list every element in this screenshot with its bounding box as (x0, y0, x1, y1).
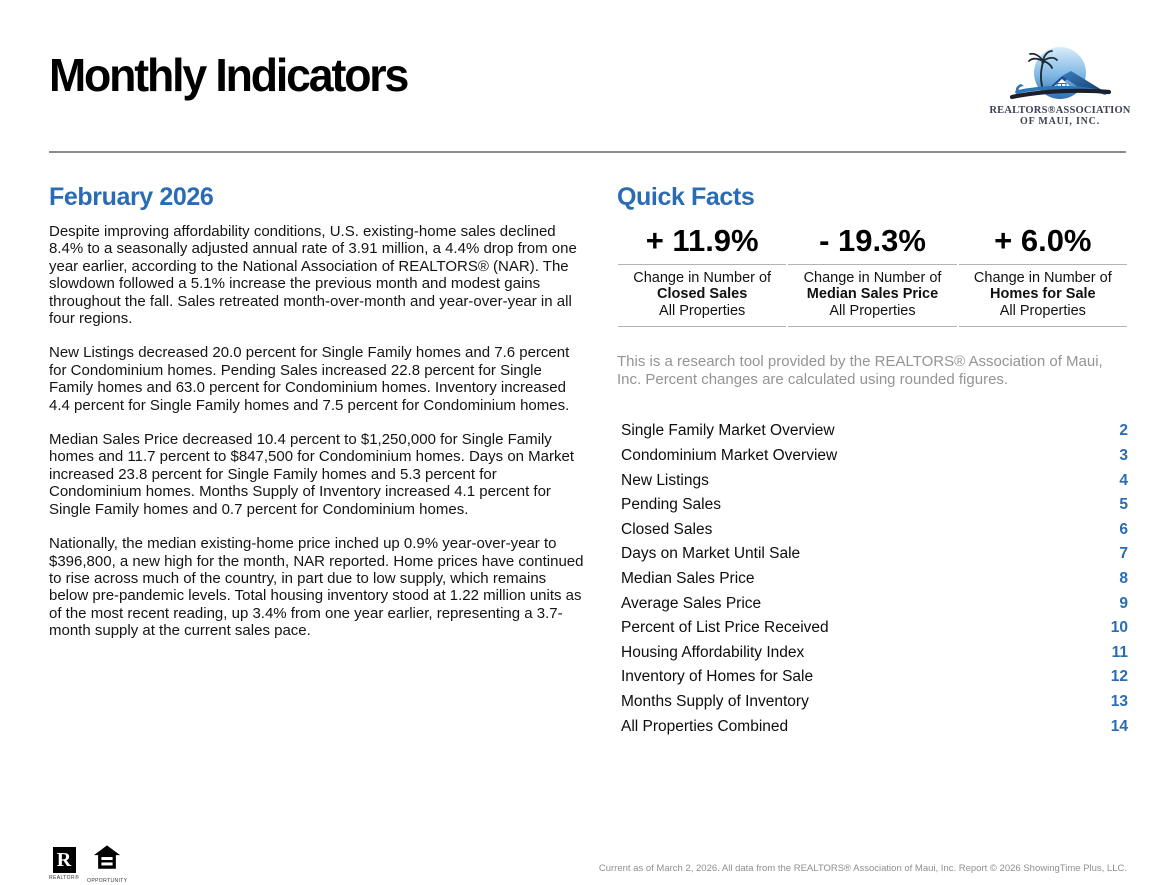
toc-label: Days on Market Until Sale (621, 545, 801, 563)
toc-label: Single Family Market Overview (621, 422, 835, 440)
toc-label: Pending Sales (621, 496, 721, 514)
stat-homes-for-sale: + 6.0% Change in Number of Homes for Sal… (958, 223, 1127, 328)
stat-caption: Change in Number of Homes for Sale All P… (958, 264, 1127, 328)
summary-paragraph-prices: Median Sales Price decreased 10.4 percen… (49, 431, 575, 518)
narrative-column: February 2026 Despite improving affordab… (49, 183, 586, 657)
toc-page-number: 12 (1110, 668, 1128, 686)
header-divider (49, 151, 1126, 153)
toc-label: Closed Sales (621, 520, 713, 538)
stat-caption: Change in Number of Closed Sales All Pro… (618, 264, 787, 328)
summary-paragraph-national: Despite improving affordability conditio… (49, 223, 577, 328)
maui-association-logo: Realtors®Association of Maui, Inc. (986, 46, 1134, 127)
toc-page-number: 8 (1119, 569, 1128, 587)
toc-page-number: 11 (1111, 643, 1128, 661)
stat-caption-scope: All Properties (659, 302, 746, 319)
equal-housing-icon: OPPORTUNITY (87, 844, 127, 884)
toc-label: All Properties Combined (621, 717, 789, 735)
stat-value: - 19.3% (819, 223, 926, 258)
toc-page-number: 3 (1119, 447, 1128, 464)
toc-item-inventory-homes[interactable]: Inventory of Homes for Sale 12 (621, 665, 1128, 690)
research-tool-note: This is a research tool provided by the … (617, 353, 1103, 388)
stat-caption: Change in Number of Median Sales Price A… (788, 264, 957, 328)
footer-logos: R REALTOR® OPPORTUNITY (49, 844, 127, 884)
stat-caption-scope: All Properties (829, 302, 916, 319)
toc-item-housing-affordability[interactable]: Housing Affordability Index 11 (621, 641, 1128, 666)
toc-page-number: 6 (1119, 520, 1128, 538)
toc-item-pending-sales[interactable]: Pending Sales 5 (621, 493, 1128, 518)
quick-facts-stats: + 11.9% Change in Number of Closed Sales… (617, 223, 1128, 328)
toc-page-number: 9 (1119, 594, 1128, 612)
realtor-r-letter: R (52, 847, 76, 873)
palm-tree-icon (1028, 50, 1058, 87)
quick-facts-column: Quick Facts + 11.9% Change in Number of … (617, 183, 1128, 739)
toc-label: Housing Affordability Index (621, 643, 805, 661)
realtor-label: REALTOR® (49, 875, 80, 881)
toc-item-single-family-overview[interactable]: Single Family Market Overview 2 (621, 419, 1128, 444)
footer-fine-print: Current as of March 2, 2026. All data fr… (598, 863, 1127, 874)
stat-caption-metric: Closed Sales (657, 286, 748, 303)
toc-item-average-sales-price[interactable]: Average Sales Price 9 (621, 592, 1128, 617)
page-title: Monthly Indicators (49, 49, 409, 101)
toc-item-percent-list-price[interactable]: Percent of List Price Received 10 (621, 616, 1128, 641)
toc-item-new-listings[interactable]: New Listings 4 (621, 469, 1128, 494)
toc-page-number: 10 (1110, 619, 1128, 637)
quick-facts-heading: Quick Facts (617, 183, 755, 211)
toc-item-months-supply[interactable]: Months Supply of Inventory 13 (621, 690, 1128, 715)
wave-icon (1009, 84, 1112, 100)
logo-wordmark: Realtors®Association of Maui, Inc. (986, 105, 1134, 127)
toc-item-condominium-overview[interactable]: Condominium Market Overview 3 (621, 444, 1128, 469)
stat-value: + 6.0% (994, 223, 1092, 258)
toc-page-number: 5 (1119, 496, 1128, 514)
logo-text-line2: of Maui, Inc. (1019, 116, 1101, 127)
stat-caption-scope: All Properties (999, 302, 1086, 319)
toc-label: Inventory of Homes for Sale (621, 668, 814, 686)
stat-caption-line: Change in Number of (973, 270, 1112, 286)
toc-item-all-properties[interactable]: All Properties Combined 14 (621, 715, 1128, 740)
stat-value: + 11.9% (645, 223, 759, 258)
toc-label: Months Supply of Inventory (621, 692, 809, 710)
toc-label: Condominium Market Overview (621, 447, 838, 464)
toc-label: Average Sales Price (621, 594, 762, 612)
equal-housing-glyph (94, 845, 121, 869)
table-of-contents: Single Family Market Overview 2 Condomin… (617, 419, 1128, 739)
toc-page-number: 7 (1119, 545, 1128, 563)
stat-closed-sales: + 11.9% Change in Number of Closed Sales… (618, 223, 787, 328)
toc-page-number: 2 (1119, 422, 1128, 440)
toc-page-number: 14 (1110, 717, 1128, 735)
realtor-r-icon: R REALTOR® (49, 844, 79, 881)
toc-page-number: 13 (1110, 692, 1128, 710)
toc-item-days-on-market[interactable]: Days on Market Until Sale 7 (621, 542, 1128, 567)
logo-text-line1: Realtors®Association (989, 105, 1131, 116)
stat-caption-line: Change in Number of (803, 270, 942, 286)
toc-item-closed-sales[interactable]: Closed Sales 6 (621, 518, 1128, 543)
toc-label: New Listings (621, 471, 709, 489)
month-heading: February 2026 (49, 183, 214, 211)
stat-caption-metric: Median Sales Price (806, 286, 939, 303)
toc-label: Median Sales Price (621, 569, 755, 587)
summary-paragraph-outlook: Nationally, the median existing-home pri… (49, 535, 584, 640)
toc-item-median-sales-price[interactable]: Median Sales Price 8 (621, 567, 1128, 592)
summary-paragraph-listings: New Listings decreased 20.0 percent for … (49, 344, 570, 414)
equal-housing-label: OPPORTUNITY (87, 878, 128, 884)
maui-logo-graphic (1009, 47, 1112, 100)
stat-caption-metric: Homes for Sale (990, 286, 1096, 303)
toc-page-number: 4 (1119, 471, 1128, 489)
stat-median-sales-price: - 19.3% Change in Number of Median Sales… (788, 223, 957, 328)
stat-caption-line: Change in Number of (633, 270, 772, 286)
toc-label: Percent of List Price Received (621, 619, 829, 637)
